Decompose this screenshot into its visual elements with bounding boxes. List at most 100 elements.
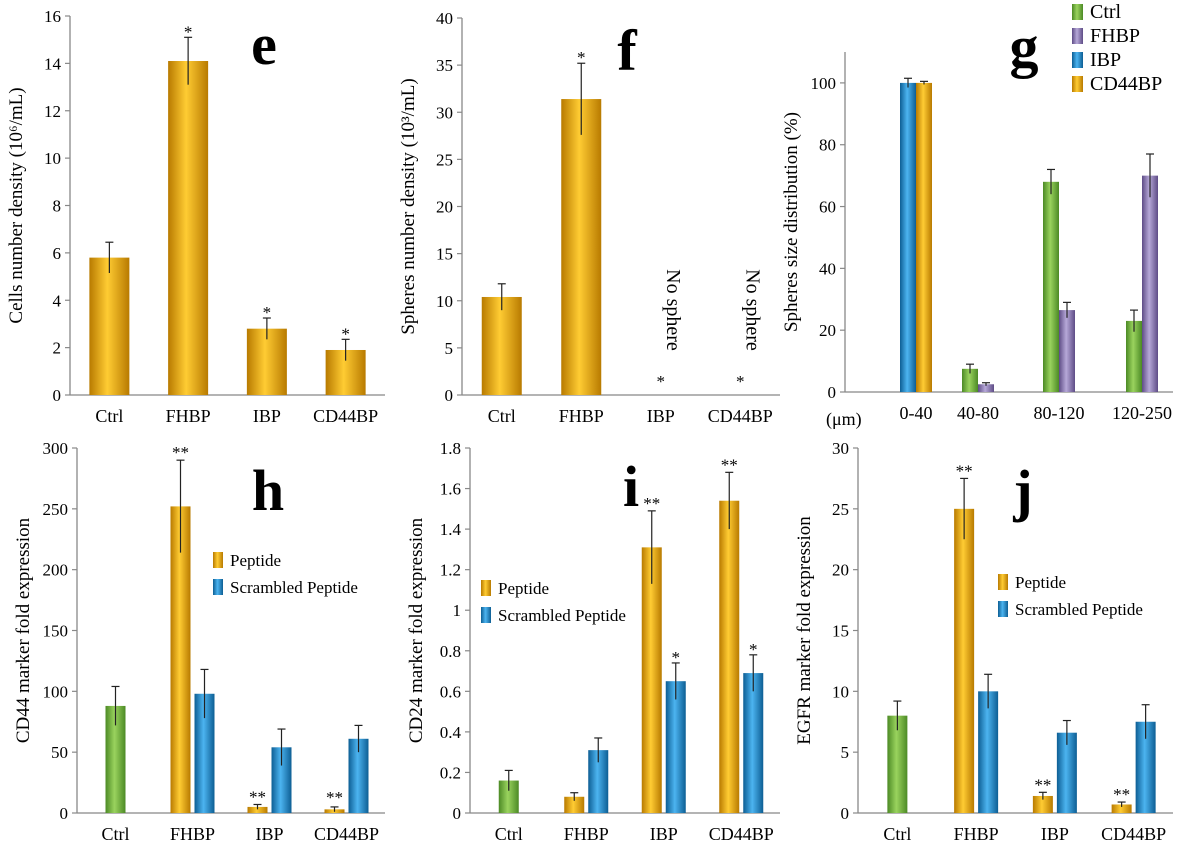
bar — [916, 82, 932, 392]
panel-letter: g — [1010, 14, 1039, 79]
bar — [498, 780, 519, 813]
y-axis-label: Cells number density (10⁶/mL) — [6, 87, 27, 323]
legend-swatch — [213, 579, 223, 595]
significance-mark: * — [736, 372, 745, 391]
x-tick-label: FHBP — [564, 824, 609, 844]
bar — [954, 508, 975, 813]
panel-letter: f — [617, 18, 637, 83]
x-tick-label: 80-120 — [1034, 403, 1085, 423]
legend-swatch — [998, 601, 1008, 617]
bar — [665, 681, 686, 813]
y-axis-label: Spheres size distribution (%) — [781, 112, 802, 332]
legend-label: FHBP — [1090, 25, 1140, 47]
y-tick-label: 10 — [436, 292, 453, 311]
y-tick-label: 1.6 — [440, 480, 461, 499]
y-tick-label: 15 — [832, 622, 849, 641]
no-sphere-label: No sphere — [662, 269, 684, 351]
bar — [719, 500, 740, 813]
bar — [168, 61, 209, 395]
bar — [1135, 721, 1156, 813]
x-tick-label: 40-80 — [957, 403, 999, 423]
no-sphere-label: No sphere — [741, 269, 763, 351]
y-tick-label: 35 — [436, 56, 453, 75]
x-tick-label: Ctrl — [488, 406, 516, 426]
x-tick-label: IBP — [253, 406, 281, 426]
bar — [962, 368, 978, 392]
bar — [194, 693, 215, 813]
legend-swatch — [481, 580, 491, 596]
bar — [887, 715, 908, 813]
significance-mark: ** — [1113, 785, 1130, 804]
y-tick-label: 0.6 — [440, 682, 461, 701]
bar — [271, 747, 292, 813]
y-tick-label: 8 — [53, 197, 62, 216]
bar — [561, 99, 602, 396]
y-tick-label: 0 — [453, 804, 462, 823]
legend-label: Ctrl — [1090, 1, 1122, 23]
x-tick-label: 0-40 — [900, 403, 933, 423]
bar — [1126, 320, 1142, 392]
y-tick-label: 200 — [43, 561, 69, 580]
significance-mark: ** — [721, 455, 738, 474]
bar — [170, 506, 191, 813]
bar — [1043, 181, 1059, 392]
panel-letter: h — [252, 458, 284, 523]
x-tick-label: FHBP — [166, 406, 211, 426]
bar — [564, 796, 585, 813]
x-tick-label: Ctrl — [495, 824, 523, 844]
y-tick-label: 250 — [43, 500, 69, 519]
y-tick-label: 1 — [453, 601, 462, 620]
y-tick-label: 0 — [841, 804, 850, 823]
x-tick-label: IBP — [650, 824, 678, 844]
bar — [978, 384, 994, 392]
x-tick-label: 120-250 — [1112, 403, 1172, 423]
x-tick-label: FHBP — [954, 824, 999, 844]
bar — [1111, 804, 1132, 813]
legend-swatch — [1072, 4, 1083, 20]
y-tick-label: 30 — [436, 103, 453, 122]
y-tick-label: 150 — [43, 622, 69, 641]
legend-swatch — [1072, 28, 1083, 44]
bar — [1142, 175, 1158, 392]
significance-mark: * — [577, 48, 586, 67]
significance-mark: * — [672, 648, 681, 667]
y-tick-label: 20 — [819, 321, 836, 340]
bar — [588, 750, 609, 813]
significance-mark: ** — [326, 788, 343, 807]
legend-label: Peptide — [230, 551, 281, 570]
x-tick-label: IBP — [255, 824, 283, 844]
bar — [1056, 732, 1077, 813]
significance-mark: * — [184, 22, 193, 41]
bar — [246, 328, 287, 395]
y-tick-label: 50 — [51, 743, 68, 762]
y-tick-label: 5 — [841, 743, 850, 762]
y-tick-label: 0.4 — [440, 723, 462, 742]
bar — [743, 673, 764, 813]
bar — [1032, 795, 1053, 813]
legend-label: Peptide — [1015, 573, 1066, 592]
x-tick-label: CD44BP — [313, 406, 378, 426]
y-tick-label: 16 — [44, 7, 61, 26]
significance-mark: ** — [643, 494, 660, 513]
x-tick-label: FHBP — [559, 406, 604, 426]
y-tick-label: 2 — [53, 339, 62, 358]
y-axis-label: CD44 marker fold expression — [13, 517, 34, 743]
x-axis-unit: (μm) — [826, 409, 862, 430]
x-tick-label: FHBP — [170, 824, 215, 844]
y-tick-label: 30 — [832, 439, 849, 458]
x-tick-label: CD44BP — [708, 406, 773, 426]
legend-swatch — [1072, 52, 1083, 68]
y-tick-label: 100 — [811, 74, 837, 93]
y-tick-label: 10 — [44, 149, 61, 168]
y-tick-label: 20 — [832, 561, 849, 580]
significance-mark: * — [263, 303, 272, 322]
y-tick-label: 1.2 — [440, 561, 461, 580]
legend-swatch — [998, 574, 1008, 590]
legend-label: Peptide — [498, 579, 549, 598]
bar — [481, 296, 522, 395]
panel-letter: i — [623, 454, 639, 519]
y-tick-label: 0.2 — [440, 763, 461, 782]
y-tick-label: 0 — [60, 804, 69, 823]
x-tick-label: Ctrl — [101, 824, 129, 844]
y-tick-label: 0 — [828, 383, 837, 402]
